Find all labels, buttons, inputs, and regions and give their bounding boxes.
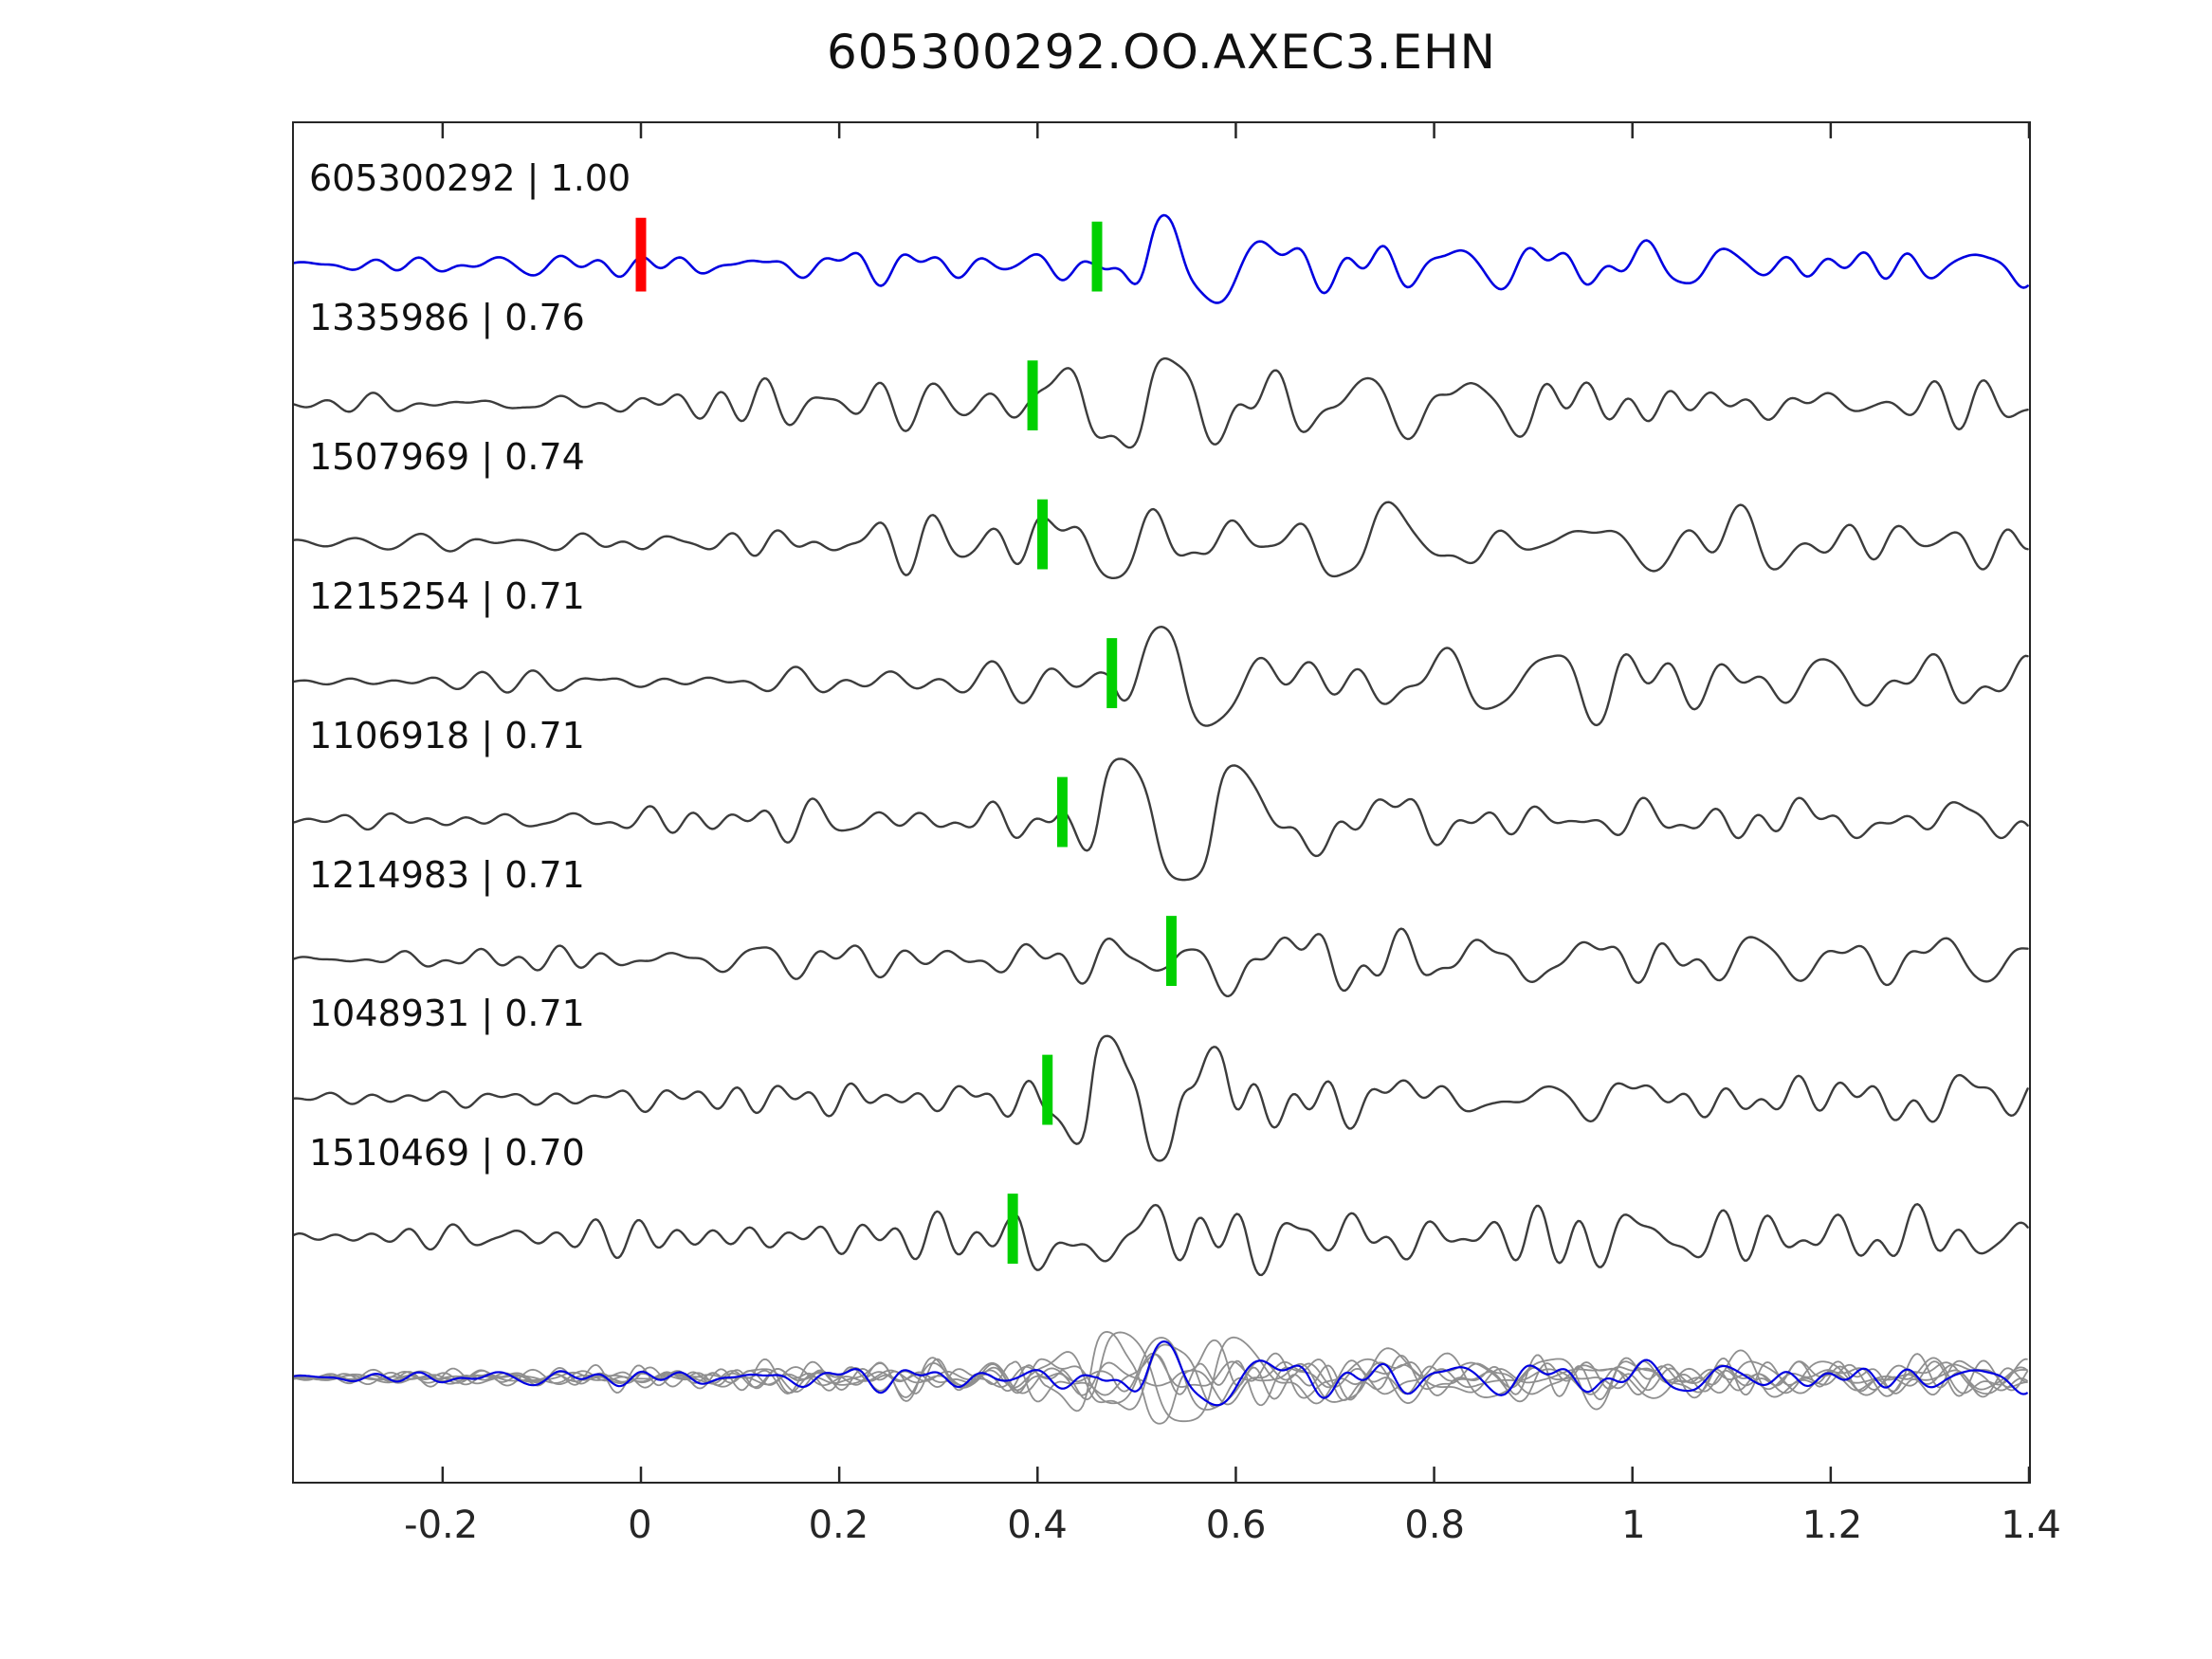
trace-label-1507969: 1507969 | 0.74: [309, 435, 585, 478]
trace-waveform-1335986: [294, 357, 2029, 449]
trace-label-1106918: 1106918 | 0.71: [309, 714, 585, 757]
trace-waveform-605300292: [294, 213, 2029, 304]
x-tick-label: 1: [1621, 1504, 1646, 1547]
x-tick-label: 0.2: [808, 1504, 869, 1547]
trace-label-1215254: 1215254 | 0.71: [309, 574, 585, 617]
x-tick-label: 0.8: [1404, 1504, 1465, 1547]
trace-label-605300292: 605300292 | 1.00: [309, 157, 631, 199]
x-tick-label: 1.4: [2001, 1504, 2061, 1547]
trace-waveform-1507969: [294, 501, 2029, 579]
plot-area: [292, 121, 2031, 1484]
trace-label-1335986: 1335986 | 0.76: [309, 296, 585, 338]
trace-label-1510469: 1510469 | 0.70: [309, 1132, 585, 1175]
trace-waveform-1106918: [294, 757, 2029, 882]
trace-label-1214983: 1214983 | 0.71: [309, 853, 585, 896]
waveform-plot: [294, 123, 2029, 1482]
overlay-waveform-1106918: [294, 1331, 2029, 1423]
trace-waveform-1215254: [294, 626, 2029, 727]
x-tick-label: -0.2: [404, 1504, 479, 1547]
x-tick-label: 1.2: [1801, 1504, 1863, 1547]
overlay-waveform-1214983: [294, 1354, 2028, 1406]
overlay-waveform-1507969: [294, 1347, 2028, 1405]
overlay-waveform-template: [294, 1340, 2029, 1407]
chart-title: 605300292.OO.AXEC3.EHN: [826, 25, 1497, 80]
trace-label-1048931: 1048931 | 0.71: [309, 993, 585, 1035]
trace-waveform-1214983: [294, 927, 2029, 998]
x-tick-label: 0.4: [1007, 1504, 1068, 1547]
x-tick-label: 0.6: [1205, 1504, 1267, 1547]
trace-waveform-1048931: [294, 1034, 2029, 1162]
trace-waveform-1510469: [294, 1203, 2029, 1277]
x-tick-label: 0: [628, 1504, 652, 1547]
